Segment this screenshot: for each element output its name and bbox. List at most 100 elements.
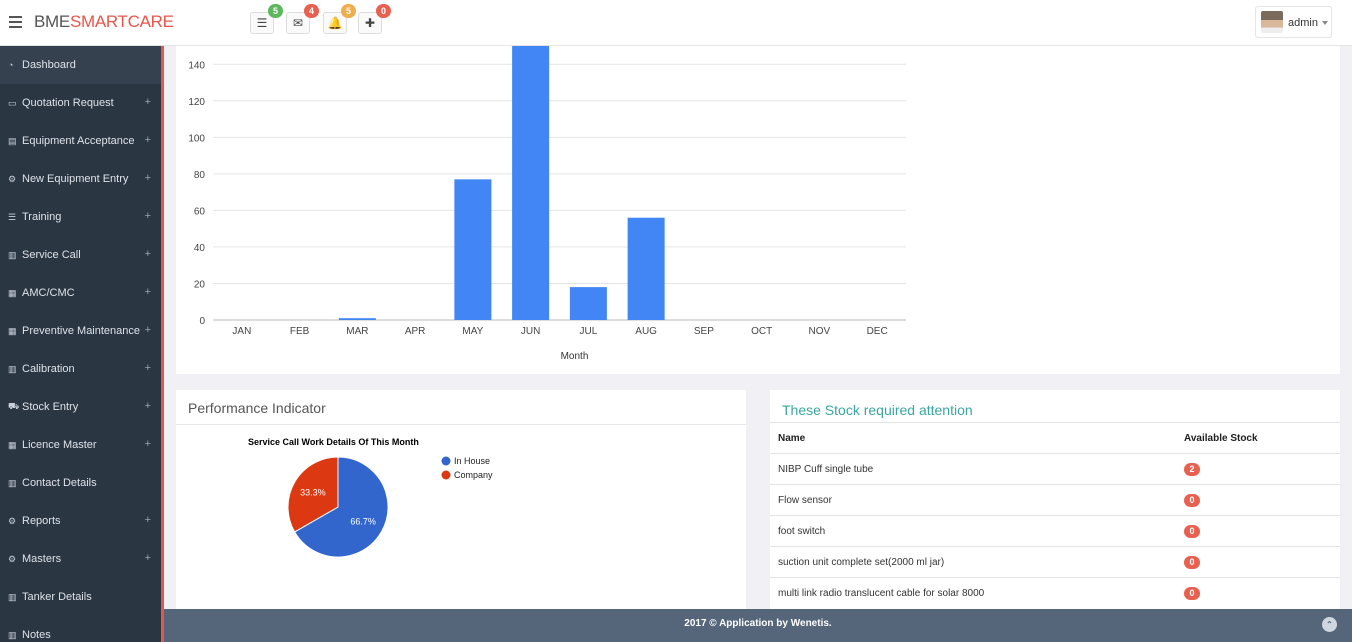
expand-plus-icon[interactable]: + bbox=[144, 210, 151, 222]
stock-available-cell: 0 bbox=[1176, 484, 1340, 516]
cogs-icon: ⚙ bbox=[8, 553, 17, 564]
envelope-icon[interactable]: ✉ 4 bbox=[286, 4, 319, 34]
user-menu[interactable]: admin bbox=[1255, 6, 1332, 38]
sidebar-item-masters[interactable]: ⚙ Masters + bbox=[0, 540, 161, 578]
sidebar-item-calibration[interactable]: ▥ Calibration + bbox=[0, 350, 161, 388]
y-tick-label: 60 bbox=[194, 206, 206, 217]
y-tick-label: 40 bbox=[194, 243, 206, 254]
dashboard-icon: ◔ bbox=[8, 60, 14, 70]
sidebar-item-stock-entry[interactable]: ⛟ Stock Entry + bbox=[0, 388, 161, 426]
scroll-to-top-icon[interactable]: ⌃ bbox=[1322, 617, 1337, 632]
sidebar-item-label: Notes bbox=[22, 629, 51, 641]
stock-attention-card: These Stock required attention Name Avai… bbox=[770, 390, 1340, 609]
sidebar-item-preventive-maintenance[interactable]: ▦ Preventive Maintenance + bbox=[0, 312, 161, 350]
envelope-icon-glyph: ✉ bbox=[292, 16, 304, 30]
sidebar-item-service-call[interactable]: ▥ Service Call + bbox=[0, 236, 161, 274]
list-icon-glyph: ☰ bbox=[256, 16, 268, 30]
x-tick-label: DEC bbox=[867, 326, 888, 337]
table-row: multi link radio translucent cable for s… bbox=[770, 577, 1340, 609]
sidebar-item-new-equipment-entry[interactable]: ⚙ New Equipment Entry + bbox=[0, 160, 161, 198]
stock-count-badge: 0 bbox=[1184, 555, 1200, 569]
stock-item-name: Flow sensor bbox=[770, 484, 1176, 516]
bell-icon[interactable]: 🔔 5 bbox=[323, 4, 356, 34]
expand-plus-icon[interactable]: + bbox=[144, 514, 151, 526]
sidebar-item-reports[interactable]: ⚙ Reports + bbox=[0, 502, 161, 540]
stock-item-name: NIBP Cuff single tube bbox=[770, 453, 1176, 485]
table-row: foot switch 0 bbox=[770, 515, 1340, 547]
sidebar-item-label: Equipment Acceptance bbox=[22, 135, 135, 147]
avatar bbox=[1261, 11, 1283, 33]
stock-count-badge: 2 bbox=[1184, 462, 1200, 476]
grid-icon: ▦ bbox=[8, 439, 17, 450]
sidebar-item-training[interactable]: ☰ Training + bbox=[0, 198, 161, 236]
list-icon[interactable]: ☰ 5 bbox=[250, 4, 283, 34]
expand-plus-icon[interactable]: + bbox=[144, 172, 151, 184]
y-tick-label: 120 bbox=[188, 97, 205, 108]
table-row: NIBP Cuff single tube 2 bbox=[770, 453, 1340, 485]
x-tick-label: NOV bbox=[809, 326, 831, 337]
sidebar-item-dashboard[interactable]: ◔ Dashboard bbox=[0, 46, 161, 84]
sidebar-item-label: Training bbox=[22, 211, 62, 223]
expand-plus-icon[interactable]: + bbox=[144, 286, 151, 298]
notification-count-badge: 0 bbox=[376, 4, 391, 18]
bar-aug[interactable] bbox=[627, 217, 665, 320]
expand-plus-icon[interactable]: + bbox=[144, 552, 151, 564]
bar-chart-icon: ▥ bbox=[8, 629, 17, 640]
sidebar-item-label: Tanker Details bbox=[22, 591, 92, 603]
sidebar-item-amc-cmc[interactable]: ▦ AMC/CMC + bbox=[0, 274, 161, 312]
plus-square-icon[interactable]: ✚ 0 bbox=[358, 4, 391, 34]
column-header-name: Name bbox=[770, 422, 1176, 454]
x-tick-label: JUL bbox=[579, 326, 597, 337]
pie-slice-company[interactable] bbox=[287, 456, 339, 533]
table-row: suction unit complete set(2000 ml jar) 0 bbox=[770, 546, 1340, 578]
top-navbar: BMESMARTCARE ☰ 5 ✉ 4 🔔 5 ✚ 0 admin bbox=[0, 0, 1352, 46]
x-tick-label: APR bbox=[405, 326, 426, 337]
stock-available-cell: 0 bbox=[1176, 546, 1340, 578]
sidebar-item-tanker-details[interactable]: ▥ Tanker Details bbox=[0, 578, 161, 616]
stock-count-badge: 0 bbox=[1184, 493, 1200, 507]
performance-indicator-card: Performance Indicator Service Call Work … bbox=[176, 390, 746, 609]
bar-mar[interactable] bbox=[338, 318, 376, 320]
legend-label: Company bbox=[454, 470, 493, 480]
table-header-row: Name Available Stock bbox=[770, 422, 1340, 454]
sidebar-item-label: Quotation Request bbox=[22, 97, 114, 109]
performance-title: Performance Indicator bbox=[188, 400, 326, 416]
pie-title: Service Call Work Details Of This Month bbox=[248, 437, 419, 447]
sidebar-item-notes[interactable]: ▥ Notes bbox=[0, 616, 161, 642]
bar-may[interactable] bbox=[454, 179, 492, 320]
y-tick-label: 0 bbox=[199, 316, 205, 327]
bar-chart: 0 20 40 60 80 100 120 140 JAN FEB MAR APR MAY JUN JUL A… bbox=[188, 46, 906, 362]
expand-plus-icon[interactable]: + bbox=[144, 248, 151, 260]
stock-item-name: foot switch bbox=[770, 515, 1176, 547]
bar-jul[interactable] bbox=[569, 287, 607, 320]
sidebar-item-label: Preventive Maintenance bbox=[22, 325, 141, 337]
expand-plus-icon[interactable]: + bbox=[144, 96, 151, 108]
sidebar-item-label: Calibration bbox=[22, 363, 75, 375]
brand-logo[interactable]: BMESMARTCARE bbox=[34, 12, 174, 32]
stock-item-name: multi link radio translucent cable for s… bbox=[770, 577, 1176, 609]
stock-available-cell: 2 bbox=[1176, 453, 1340, 485]
expand-plus-icon[interactable]: + bbox=[144, 362, 151, 374]
sidebar-item-contact-details[interactable]: ▥ Contact Details bbox=[0, 464, 161, 502]
expand-plus-icon[interactable]: + bbox=[144, 400, 151, 412]
footer-text: 2017 © Application by Wenetis. bbox=[684, 618, 832, 629]
card-divider bbox=[176, 424, 746, 425]
sidebar-item-label: Masters bbox=[22, 553, 62, 565]
expand-plus-icon[interactable]: + bbox=[144, 134, 151, 146]
pie-slice-in-house[interactable] bbox=[293, 456, 389, 558]
sidebar-item-licence-master[interactable]: ▦ Licence Master + bbox=[0, 426, 161, 464]
sidebar-item-label: Service Call bbox=[22, 249, 81, 261]
expand-plus-icon[interactable]: + bbox=[144, 438, 151, 450]
sidebar-item-label: New Equipment Entry bbox=[22, 173, 129, 185]
expand-plus-icon[interactable]: + bbox=[144, 324, 151, 336]
pie-slice-label: 66.7% bbox=[350, 517, 376, 527]
sidebar-item-equipment-acceptance[interactable]: ▤ Equipment Acceptance + bbox=[0, 122, 161, 160]
caret-down-icon bbox=[1322, 21, 1328, 25]
cogs-icon: ⚙ bbox=[8, 515, 17, 526]
brand-part-1: BME bbox=[34, 12, 70, 31]
sidebar-item-label: Dashboard bbox=[22, 59, 76, 71]
hamburger-menu-icon[interactable] bbox=[9, 16, 22, 28]
sidebar-item-quotation-request[interactable]: ▭ Quotation Request + bbox=[0, 84, 161, 122]
notification-count-badge: 4 bbox=[304, 4, 319, 18]
bar-jun[interactable] bbox=[512, 46, 550, 320]
